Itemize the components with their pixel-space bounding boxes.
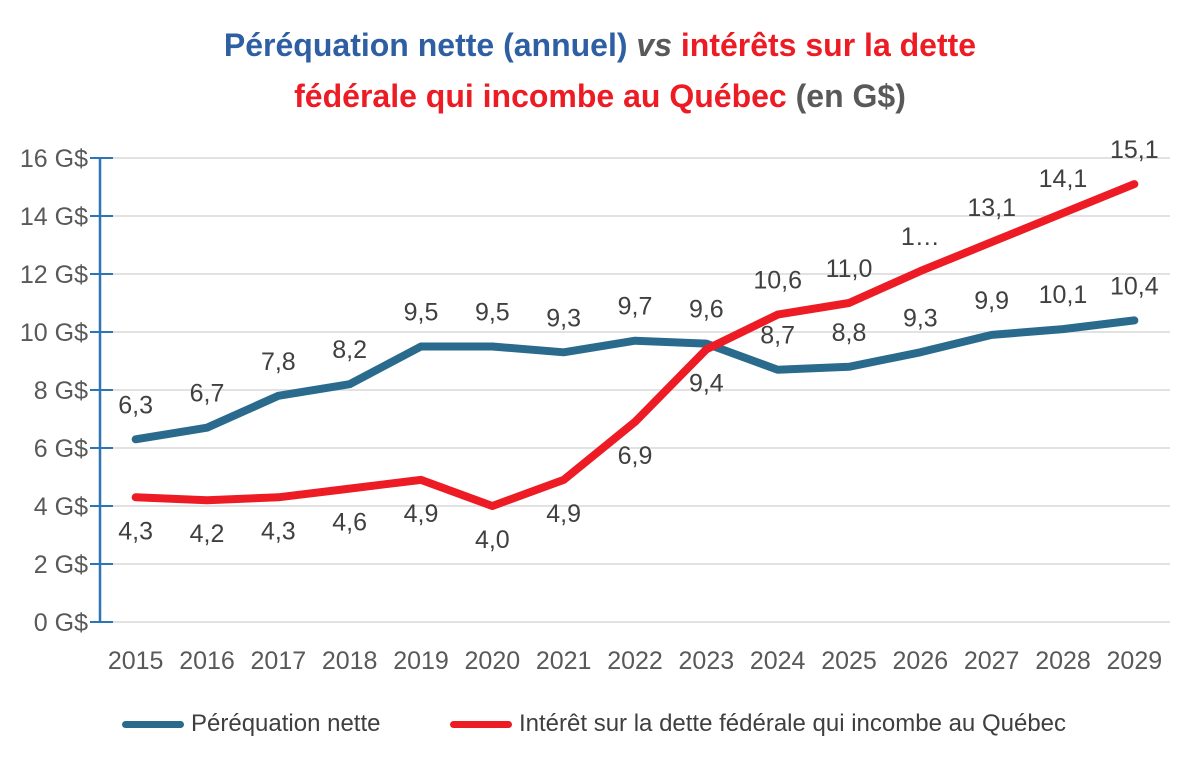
- data-label: 10,4: [1110, 272, 1159, 300]
- legend-line-swatch-red: [450, 720, 512, 728]
- chart-title: Péréquation nette (annuel) vs intérêts s…: [0, 20, 1200, 122]
- data-label: 15,1: [1110, 136, 1159, 164]
- y-tick-label: 8 G$: [34, 377, 88, 405]
- title-part-unit: (en G$): [795, 78, 906, 114]
- data-label: 9,7: [618, 293, 653, 321]
- legend-label-interet: Intérêt sur la dette fédérale qui incomb…: [519, 710, 1067, 737]
- data-label: 9,3: [903, 304, 938, 332]
- data-label: 9,4: [689, 369, 724, 397]
- data-label: 4,9: [404, 500, 439, 528]
- title-part-red2: fédérale qui incombe au Québec: [294, 78, 796, 114]
- data-label: 1…: [901, 223, 940, 251]
- title-part-red: intérêts sur la dette: [671, 27, 977, 63]
- legend-label-perequation: Péréquation nette: [191, 710, 381, 737]
- legend-item-interet: Intérêt sur la dette fédérale qui incomb…: [450, 704, 1066, 744]
- title-part-blue: Péréquation nette (annuel): [223, 27, 637, 63]
- x-tick-label: 2029: [1107, 647, 1163, 675]
- title-line2: fédérale qui incombe au Québec (en G$): [294, 78, 906, 114]
- data-label: 10,6: [753, 267, 802, 295]
- x-tick-label: 2016: [179, 647, 235, 675]
- y-tick-label: 4 G$: [34, 493, 88, 521]
- series-line-perequation: [131, 316, 1139, 444]
- y-tick-label: 16 G$: [20, 145, 88, 173]
- data-label: 8,2: [332, 336, 367, 364]
- data-label: 4,6: [332, 509, 367, 537]
- data-label: 4,0: [475, 526, 510, 554]
- x-tick-label: 2025: [821, 647, 877, 675]
- y-tick-label: 0 G$: [34, 609, 88, 637]
- title-line1: Péréquation nette (annuel) vs intérêts s…: [224, 27, 976, 63]
- x-tick-label: 2027: [964, 647, 1020, 675]
- x-tick-label: 2017: [251, 647, 307, 675]
- data-label: 14,1: [1039, 165, 1088, 193]
- data-label: 9,6: [689, 296, 724, 324]
- x-tick-label: 2015: [108, 647, 164, 675]
- x-tick-label: 2020: [465, 647, 521, 675]
- data-label: 8,8: [832, 319, 867, 347]
- data-label: 6,3: [118, 391, 153, 419]
- x-tick-label: 2023: [679, 647, 735, 675]
- series-line-interet: [131, 180, 1139, 510]
- data-label: 9,5: [404, 299, 439, 327]
- x-tick-label: 2024: [750, 647, 806, 675]
- data-label: 9,9: [974, 287, 1009, 315]
- data-label: 8,7: [760, 322, 795, 350]
- data-label: 11,0: [826, 255, 873, 283]
- y-tick-label: 10 G$: [20, 319, 88, 347]
- data-label: 4,2: [190, 520, 225, 548]
- data-label: 4,9: [546, 500, 581, 528]
- legend-item-perequation: Péréquation nette: [122, 704, 380, 744]
- data-label: 7,8: [261, 348, 296, 376]
- title-part-vs: vs: [636, 27, 672, 63]
- x-tick-label: 2019: [393, 647, 449, 675]
- y-tick-label: 14 G$: [20, 203, 88, 231]
- legend: Péréquation nette Intérêt sur la dette f…: [0, 704, 1200, 744]
- y-tick-label: 2 G$: [34, 551, 88, 579]
- legend-line-swatch-blue: [122, 720, 184, 728]
- x-tick-label: 2018: [322, 647, 378, 675]
- y-tick-label: 12 G$: [20, 261, 88, 289]
- x-tick-label: 2028: [1035, 647, 1091, 675]
- data-label: 10,1: [1039, 281, 1088, 309]
- data-label: 6,7: [190, 380, 225, 408]
- data-label: 9,3: [546, 304, 581, 332]
- data-label: 4,3: [261, 517, 296, 545]
- data-label: 6,9: [618, 442, 653, 470]
- y-tick-label: 6 G$: [34, 435, 88, 463]
- data-label: 13,1: [967, 194, 1016, 222]
- data-label: 4,3: [118, 517, 153, 545]
- data-label: 9,5: [475, 299, 510, 327]
- x-tick-label: 2021: [536, 647, 592, 675]
- x-tick-label: 2026: [893, 647, 949, 675]
- x-tick-label: 2022: [607, 647, 663, 675]
